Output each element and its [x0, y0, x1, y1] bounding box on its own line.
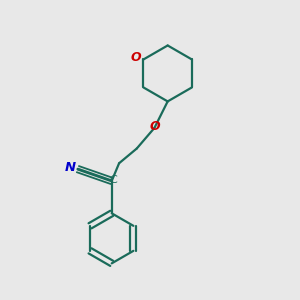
Text: N: N: [65, 161, 76, 174]
Text: O: O: [150, 120, 160, 133]
Text: C: C: [109, 175, 117, 185]
Text: O: O: [131, 52, 141, 64]
